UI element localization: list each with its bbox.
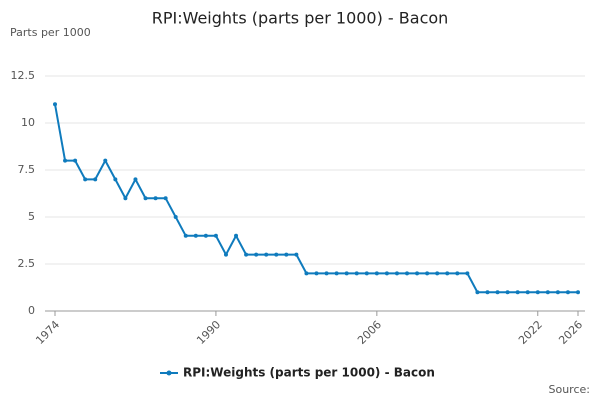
point — [445, 271, 450, 276]
point — [555, 290, 560, 295]
point — [103, 158, 108, 163]
point — [193, 233, 198, 238]
y-tick-label: 10 — [21, 116, 35, 129]
point — [354, 271, 359, 276]
source: Source: — [549, 383, 591, 396]
y-axis-label: Parts per 1000 — [10, 26, 91, 39]
point — [384, 271, 389, 276]
point — [83, 177, 88, 182]
point — [545, 290, 550, 295]
point — [485, 290, 490, 295]
point — [93, 177, 98, 182]
point — [394, 271, 399, 276]
point — [284, 252, 289, 257]
point — [183, 233, 188, 238]
point — [234, 233, 239, 238]
point — [475, 290, 480, 295]
point — [294, 252, 299, 257]
x-tick-label: 1990 — [194, 318, 223, 347]
legend-marker — [166, 370, 172, 376]
point — [515, 290, 520, 295]
point — [163, 196, 168, 201]
point — [364, 271, 369, 276]
y-tick-label: 12.5 — [11, 69, 36, 82]
point — [304, 271, 309, 276]
point — [535, 290, 540, 295]
point — [53, 102, 57, 107]
x-tick-label: 2022 — [516, 318, 545, 347]
point — [314, 271, 319, 276]
point — [274, 252, 279, 257]
point — [173, 215, 178, 219]
y-tick-label: 2.5 — [18, 257, 36, 270]
legend-label: RPI:Weights (parts per 1000) - Bacon — [183, 366, 435, 380]
y-tick-label: 7.5 — [18, 163, 36, 176]
y-tick-label: 5 — [28, 210, 35, 223]
point — [203, 233, 208, 238]
chart-title: RPI:Weights (parts per 1000) - Bacon — [152, 9, 449, 28]
point — [113, 177, 118, 182]
point — [223, 252, 228, 257]
point — [63, 158, 68, 163]
point — [525, 290, 530, 295]
point — [244, 252, 249, 257]
point — [73, 158, 78, 163]
point — [576, 290, 580, 295]
point — [213, 233, 218, 238]
point — [254, 252, 259, 257]
point — [405, 271, 410, 276]
point — [123, 196, 128, 201]
point — [344, 271, 349, 276]
point — [334, 271, 339, 276]
x-tick-label: 1974 — [33, 318, 62, 347]
point — [505, 290, 510, 295]
point — [465, 271, 470, 276]
point — [455, 271, 460, 276]
point — [495, 290, 500, 295]
point — [565, 290, 570, 295]
x-tick-label: 2006 — [355, 318, 384, 347]
point — [374, 271, 379, 276]
point — [264, 252, 269, 257]
point — [153, 196, 158, 201]
x-tick-label: 2026 — [556, 318, 585, 347]
point — [435, 271, 440, 276]
point — [425, 271, 430, 276]
point — [133, 177, 138, 182]
point — [324, 271, 329, 276]
point — [143, 196, 148, 201]
y-tick-label: 0 — [28, 304, 35, 317]
point — [415, 271, 420, 276]
